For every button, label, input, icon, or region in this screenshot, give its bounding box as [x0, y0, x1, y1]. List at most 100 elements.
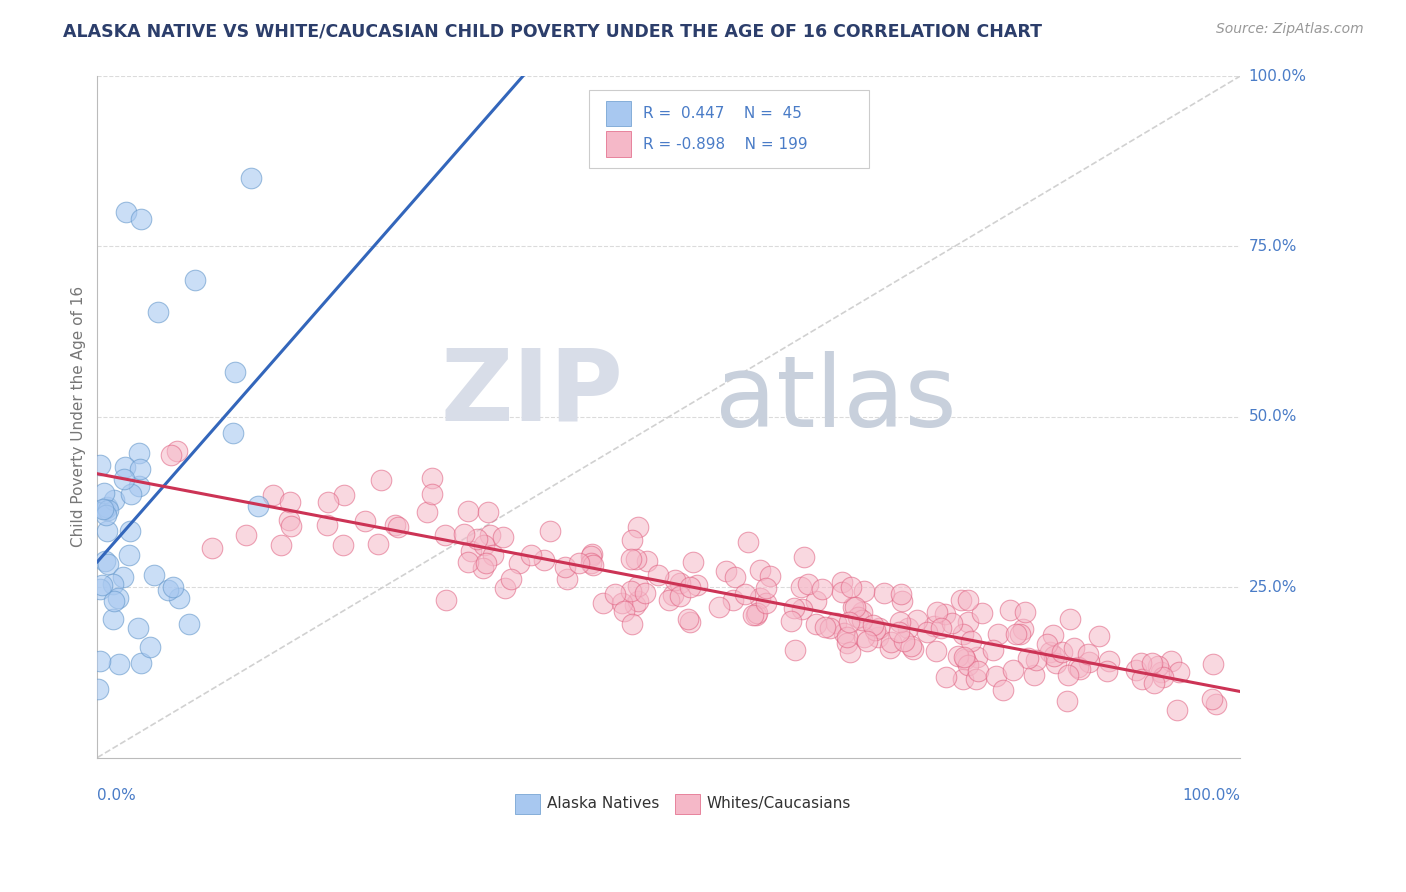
Point	[1035, 638, 1057, 652]
Point	[855, 633, 877, 648]
Point	[89, 655, 111, 669]
Point	[160, 448, 183, 462]
Point	[270, 538, 292, 552]
Point	[686, 578, 709, 592]
Point	[605, 587, 627, 601]
Point	[129, 462, 152, 476]
FancyBboxPatch shape	[606, 101, 631, 127]
Point	[240, 171, 263, 186]
Point	[636, 554, 658, 568]
Point	[460, 544, 482, 558]
Point	[246, 499, 269, 513]
Point	[508, 556, 530, 570]
Point	[129, 212, 152, 227]
Point	[676, 612, 699, 626]
Point	[422, 471, 444, 485]
Point	[280, 519, 302, 533]
Point	[579, 549, 602, 563]
Point	[1056, 694, 1078, 708]
Point	[998, 602, 1021, 616]
Point	[1050, 645, 1073, 659]
Point	[759, 569, 782, 583]
Point	[384, 517, 406, 532]
Point	[972, 606, 994, 620]
Point	[662, 588, 685, 602]
Point	[1130, 656, 1153, 670]
Point	[889, 615, 911, 629]
Point	[1205, 697, 1227, 711]
Text: Whites/Caucasians: Whites/Caucasians	[707, 797, 851, 812]
Point	[316, 495, 339, 509]
Point	[839, 580, 862, 594]
Point	[581, 557, 603, 571]
Point	[783, 601, 806, 615]
Point	[935, 670, 957, 684]
Point	[811, 582, 834, 596]
Point	[222, 425, 245, 440]
Point	[1010, 627, 1032, 641]
Point	[387, 519, 409, 533]
Text: 100.0%: 100.0%	[1182, 789, 1240, 803]
Point	[1143, 676, 1166, 690]
Point	[797, 577, 820, 591]
Point	[315, 518, 337, 533]
Point	[91, 501, 114, 516]
Point	[721, 592, 744, 607]
Point	[832, 625, 855, 640]
Point	[472, 561, 495, 575]
Point	[1125, 663, 1147, 677]
Point	[893, 634, 915, 648]
Point	[107, 591, 129, 605]
Point	[127, 621, 149, 635]
Point	[879, 634, 901, 648]
Point	[139, 640, 162, 655]
Point	[89, 458, 111, 472]
Text: 100.0%: 100.0%	[1249, 69, 1306, 84]
Point	[101, 612, 124, 626]
Point	[682, 555, 704, 569]
Point	[790, 580, 813, 594]
Point	[94, 554, 117, 568]
Point	[621, 533, 644, 548]
Text: ALASKA NATIVE VS WHITE/CAUCASIAN CHILD POVERTY UNDER THE AGE OF 16 CORRELATION C: ALASKA NATIVE VS WHITE/CAUCASIAN CHILD P…	[63, 22, 1042, 40]
Point	[967, 665, 990, 679]
Point	[946, 649, 969, 664]
Point	[97, 558, 120, 572]
Point	[1098, 654, 1121, 668]
Point	[890, 586, 912, 600]
Point	[897, 621, 920, 635]
Point	[129, 656, 152, 670]
Point	[103, 492, 125, 507]
Point	[627, 594, 650, 608]
Point	[664, 573, 686, 587]
Point	[626, 552, 648, 566]
Point	[224, 365, 246, 379]
FancyBboxPatch shape	[606, 131, 631, 157]
Point	[96, 500, 118, 514]
Point	[479, 528, 502, 542]
Point	[278, 494, 301, 508]
FancyBboxPatch shape	[515, 794, 540, 814]
Point	[262, 488, 284, 502]
Point	[1160, 654, 1182, 668]
Point	[993, 682, 1015, 697]
Point	[1147, 659, 1170, 673]
Point	[494, 581, 516, 595]
Point	[89, 582, 111, 596]
Point	[416, 506, 439, 520]
Point	[1042, 628, 1064, 642]
Point	[1059, 612, 1081, 626]
Point	[831, 575, 853, 590]
Point	[965, 672, 987, 686]
Point	[520, 548, 543, 562]
Point	[474, 556, 496, 570]
Point	[624, 598, 647, 612]
Point	[1069, 662, 1091, 676]
Point	[818, 621, 841, 635]
Point	[866, 630, 889, 644]
Point	[96, 524, 118, 538]
Point	[568, 556, 591, 570]
Point	[806, 616, 828, 631]
Point	[103, 594, 125, 608]
Text: atlas: atlas	[714, 351, 956, 449]
